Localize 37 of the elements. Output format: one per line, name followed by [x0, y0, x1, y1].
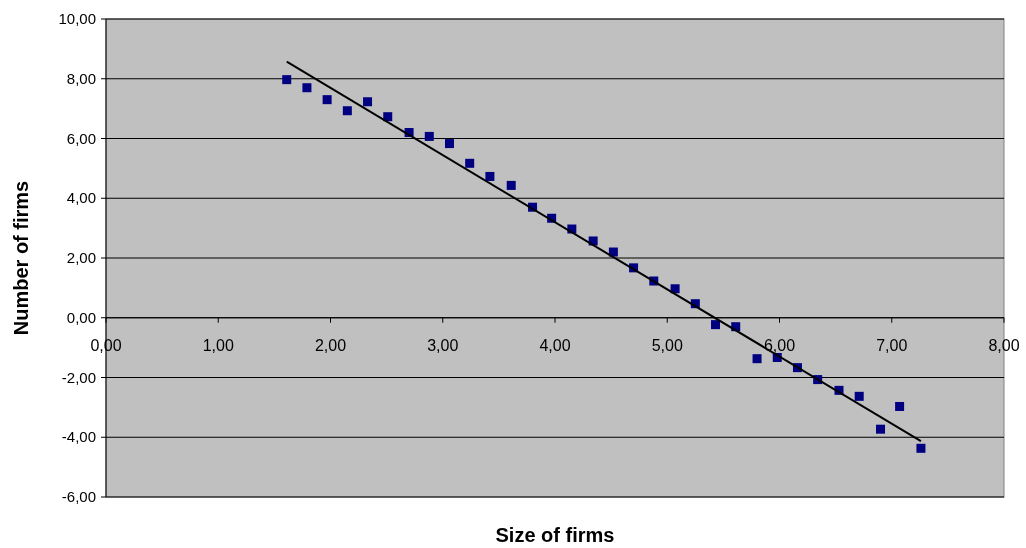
point — [854, 391, 864, 401]
y-tick-label: 8,00 — [66, 69, 96, 87]
x-tick-label: 6,00 — [763, 336, 796, 354]
point — [302, 83, 312, 93]
y-tick-label: -2,00 — [61, 368, 96, 386]
point — [363, 97, 373, 107]
y-tick-label: 6,00 — [66, 129, 96, 147]
point — [465, 158, 475, 168]
point — [383, 112, 393, 122]
point — [485, 171, 495, 181]
point — [711, 320, 721, 330]
x-tick-label: 5,00 — [651, 336, 683, 354]
x-tick-label: 4,00 — [539, 336, 571, 354]
y-tick-label: 0,00 — [66, 308, 96, 326]
point — [444, 139, 454, 149]
y-axis-title: Number of firms — [10, 180, 32, 336]
x-tick-label: 3,00 — [427, 336, 459, 354]
y-tick-label: -6,00 — [61, 488, 96, 505]
y-tick-label: 2,00 — [66, 249, 96, 266]
point — [506, 180, 516, 190]
x-tick-label: 7,00 — [876, 336, 908, 354]
point — [424, 131, 434, 141]
point — [342, 106, 352, 116]
point — [322, 95, 332, 105]
point — [282, 75, 292, 85]
x-tick-label: 8,00 — [988, 336, 1020, 354]
point — [670, 284, 680, 294]
y-tick-label: -4,00 — [61, 428, 96, 446]
x-axis-title: Size of firms — [495, 524, 615, 546]
y-tick-label: 10,00 — [58, 10, 96, 27]
x-tick-label: 2,00 — [314, 336, 347, 354]
point — [752, 354, 762, 364]
y-tick-label: 4,00 — [66, 189, 96, 207]
point — [895, 401, 905, 411]
point — [876, 424, 886, 434]
point — [916, 443, 926, 453]
x-tick-label: 1,00 — [202, 336, 234, 354]
